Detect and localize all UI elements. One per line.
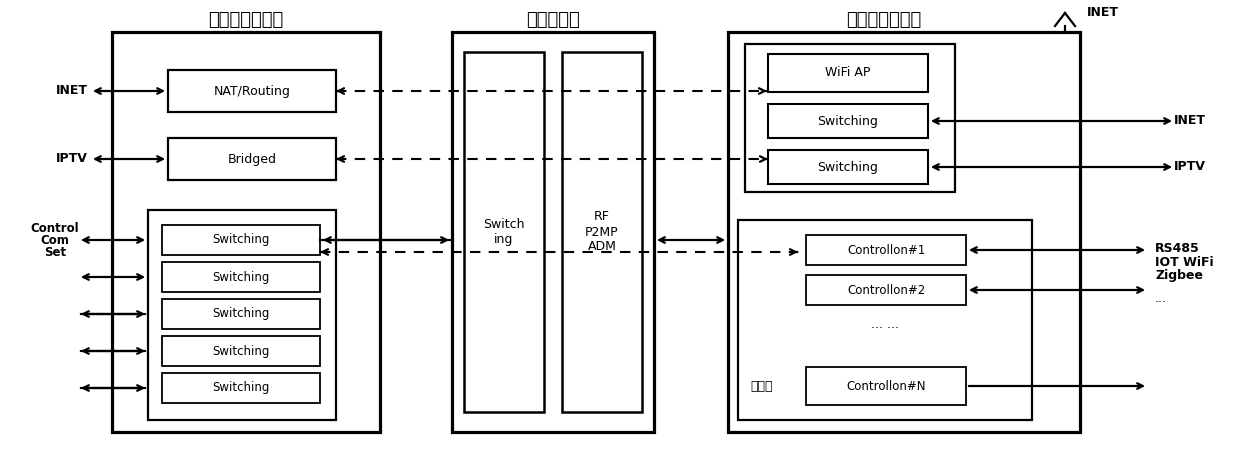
Bar — [162, 262, 320, 292]
Text: Switching: Switching — [817, 115, 878, 127]
Bar — [745, 44, 955, 192]
Text: IPTV: IPTV — [1174, 160, 1207, 173]
Text: Zigbee: Zigbee — [1154, 269, 1203, 282]
Text: NAT/Routing: NAT/Routing — [213, 85, 290, 97]
Bar — [162, 299, 320, 329]
Bar — [806, 275, 966, 305]
Bar — [167, 138, 336, 180]
Bar — [562, 52, 642, 412]
Bar — [162, 373, 320, 403]
Text: RF
P2MP
ADM: RF P2MP ADM — [585, 211, 619, 253]
Text: ... ...: ... ... — [870, 319, 899, 331]
Text: Bridged: Bridged — [227, 152, 277, 165]
Text: Switching: Switching — [212, 307, 269, 321]
Bar — [167, 70, 336, 112]
Text: RS485: RS485 — [1154, 242, 1200, 254]
Text: 智能多元路由器: 智能多元路由器 — [208, 11, 284, 29]
Text: Switching: Switching — [212, 234, 269, 246]
Bar — [112, 32, 379, 432]
Bar — [806, 235, 966, 265]
Text: INET: INET — [56, 85, 88, 97]
Text: Com: Com — [41, 234, 69, 246]
Bar — [162, 336, 320, 366]
Text: Set: Set — [43, 245, 66, 258]
Bar — [453, 32, 653, 432]
Bar — [728, 32, 1080, 432]
Text: Switch
ing: Switch ing — [484, 218, 525, 246]
Text: Controllon#2: Controllon#2 — [847, 283, 925, 297]
Text: IOT WiFi: IOT WiFi — [1154, 256, 1214, 268]
Bar — [768, 54, 928, 92]
Bar — [806, 367, 966, 405]
Text: IPTV: IPTV — [56, 152, 88, 165]
Bar — [162, 225, 320, 255]
Bar — [148, 210, 336, 420]
Text: Switching: Switching — [817, 160, 878, 173]
Bar — [738, 220, 1032, 420]
Text: ...: ... — [1154, 291, 1167, 305]
Text: 智能主控器: 智能主控器 — [526, 11, 580, 29]
Text: INET: INET — [1174, 115, 1207, 127]
Bar — [768, 104, 928, 138]
Text: Switching: Switching — [212, 382, 269, 394]
Text: Controllon#1: Controllon#1 — [847, 243, 925, 257]
Text: INET: INET — [1087, 7, 1118, 19]
Text: 智能多元集控器: 智能多元集控器 — [847, 11, 921, 29]
Text: Control: Control — [31, 221, 79, 235]
Text: WiFi AP: WiFi AP — [826, 66, 870, 79]
Bar — [768, 150, 928, 184]
Bar — [464, 52, 544, 412]
Text: 微网关: 微网关 — [750, 379, 774, 392]
Text: Switching: Switching — [212, 271, 269, 283]
Text: Controllon#N: Controllon#N — [846, 379, 926, 392]
Text: Switching: Switching — [212, 345, 269, 358]
